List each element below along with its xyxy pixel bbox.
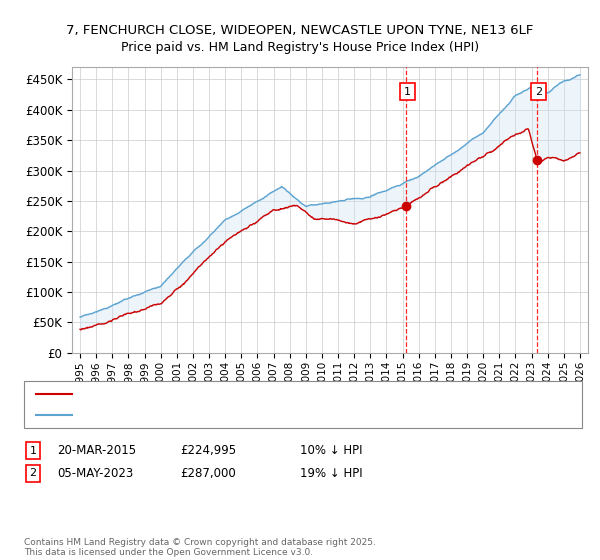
Text: HPI: Average price, detached house, North Tyneside: HPI: Average price, detached house, Nort… [81, 410, 365, 420]
Text: Price paid vs. HM Land Registry's House Price Index (HPI): Price paid vs. HM Land Registry's House … [121, 40, 479, 54]
Text: 20-MAR-2015: 20-MAR-2015 [57, 444, 136, 458]
Text: 7, FENCHURCH CLOSE, WIDEOPEN, NEWCASTLE UPON TYNE, NE13 6LF (detached house): 7, FENCHURCH CLOSE, WIDEOPEN, NEWCASTLE … [81, 389, 568, 399]
Text: 10% ↓ HPI: 10% ↓ HPI [300, 444, 362, 458]
Text: Contains HM Land Registry data © Crown copyright and database right 2025.
This d: Contains HM Land Registry data © Crown c… [24, 538, 376, 557]
Text: 1: 1 [404, 86, 411, 96]
Text: 1: 1 [29, 446, 37, 456]
Text: 05-MAY-2023: 05-MAY-2023 [57, 466, 133, 480]
Text: 2: 2 [29, 468, 37, 478]
Text: £287,000: £287,000 [180, 466, 236, 480]
Text: £224,995: £224,995 [180, 444, 236, 458]
Text: 2: 2 [535, 86, 542, 96]
Text: 19% ↓ HPI: 19% ↓ HPI [300, 466, 362, 480]
Text: 7, FENCHURCH CLOSE, WIDEOPEN, NEWCASTLE UPON TYNE, NE13 6LF: 7, FENCHURCH CLOSE, WIDEOPEN, NEWCASTLE … [67, 24, 533, 38]
